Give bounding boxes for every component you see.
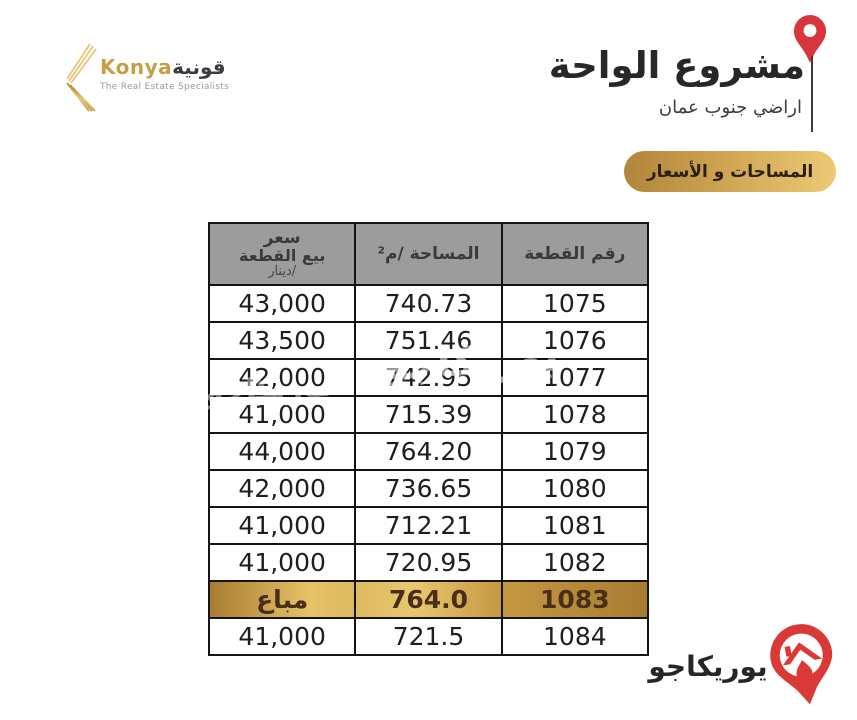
table-row: 1075 740.73 43,000 bbox=[207, 284, 650, 323]
table-row: 1084 721.5 41,000 bbox=[207, 617, 650, 656]
table-row: 1081 712.21 41,000 bbox=[207, 506, 650, 545]
col-header-price-line3: /دينار bbox=[268, 263, 297, 279]
konya-tagline: The Real Estate Specialists bbox=[100, 82, 230, 92]
cell-area: 721.5 bbox=[354, 617, 503, 656]
cell-price: 41,000 bbox=[207, 395, 357, 434]
cell-plot: 1084 bbox=[500, 617, 650, 656]
col-header-plot: رقم القطعة bbox=[500, 222, 650, 286]
cell-price: 41,000 bbox=[207, 543, 357, 582]
title-divider-line bbox=[811, 56, 813, 132]
table-body: 1075 740.73 43,000 1076 751.46 43,500 1077 742.… bbox=[207, 284, 650, 656]
konya-name-arabic: قونية bbox=[172, 55, 226, 79]
cell-plot: 1075 bbox=[500, 284, 650, 323]
table-row: 1080 736.65 42,000 bbox=[207, 469, 650, 508]
cell-area: 751.46 bbox=[354, 321, 503, 360]
cell-plot: 1083 bbox=[500, 580, 650, 619]
eureka-logo: يوريكاجو bbox=[648, 620, 848, 715]
cell-area: 764.0 bbox=[354, 580, 503, 619]
table-header: رقم القطعة المساحة /م² سعر بيع القطعة /د… bbox=[207, 222, 650, 286]
cell-plot: 1082 bbox=[500, 543, 650, 582]
house-pin-icon bbox=[770, 624, 833, 705]
cell-price: 41,000 bbox=[207, 506, 357, 545]
cell-plot: 1078 bbox=[500, 395, 650, 434]
table-row: 1077 742.95 42,000 bbox=[207, 358, 650, 397]
cell-area: 712.21 bbox=[354, 506, 503, 545]
cell-plot: 1081 bbox=[500, 506, 650, 545]
table-row: 1076 751.46 43,500 bbox=[207, 321, 650, 360]
cell-plot: 1080 bbox=[500, 469, 650, 508]
location-pin-icon bbox=[793, 15, 827, 63]
cell-price: 43,500 bbox=[207, 321, 357, 360]
cell-price: 43,000 bbox=[207, 284, 357, 323]
table-row: 1079 764.20 44,000 bbox=[207, 432, 650, 471]
cell-plot: 1076 bbox=[500, 321, 650, 360]
eureka-logo-text: يوريكاجو bbox=[648, 650, 768, 683]
cell-price: 44,000 bbox=[207, 432, 357, 471]
konya-name-latin: Konya bbox=[100, 55, 173, 79]
cell-area: 764.20 bbox=[354, 432, 503, 471]
cell-area: 715.39 bbox=[354, 395, 503, 434]
table-header-row: رقم القطعة المساحة /م² سعر بيع القطعة /د… bbox=[207, 222, 650, 286]
cell-price: مباع bbox=[207, 580, 357, 619]
cell-area: 736.65 bbox=[354, 469, 503, 508]
col-header-price: سعر بيع القطعة /دينار bbox=[207, 222, 357, 286]
konya-wordmark: Konyaقونية The Real Estate Specialists bbox=[100, 55, 245, 92]
table-row: 1078 715.39 41,000 bbox=[207, 395, 650, 434]
prices-table: رقم القطعة المساحة /م² سعر بيع القطعة /د… bbox=[207, 222, 650, 656]
project-title: مشروع الواحة bbox=[548, 44, 805, 87]
konya-logo: Konyaقونية The Real Estate Specialists bbox=[45, 33, 245, 118]
cell-price: 41,000 bbox=[207, 617, 357, 656]
cell-price: 42,000 bbox=[207, 469, 357, 508]
table-row: 1083 764.0 مباع bbox=[207, 580, 650, 619]
col-header-price-line1: سعر bbox=[263, 227, 301, 248]
table-row: 1082 720.95 41,000 bbox=[207, 543, 650, 582]
cell-price: 42,000 bbox=[207, 358, 357, 397]
col-header-area: المساحة /م² bbox=[354, 222, 503, 286]
section-badge-label: المساحات و الأسعار bbox=[646, 161, 814, 182]
konya-name: Konyaقونية bbox=[100, 55, 245, 79]
project-subtitle: اراضي جنوب عمان bbox=[658, 97, 802, 118]
section-badge: المساحات و الأسعار bbox=[624, 151, 836, 192]
cell-plot: 1079 bbox=[500, 432, 650, 471]
cell-area: 740.73 bbox=[354, 284, 503, 323]
cell-plot: 1077 bbox=[500, 358, 650, 397]
konya-k-buildings-icon bbox=[47, 41, 97, 113]
cell-area: 742.95 bbox=[354, 358, 503, 397]
cell-area: 720.95 bbox=[354, 543, 503, 582]
col-header-price-line2: بيع القطعة bbox=[238, 246, 326, 266]
